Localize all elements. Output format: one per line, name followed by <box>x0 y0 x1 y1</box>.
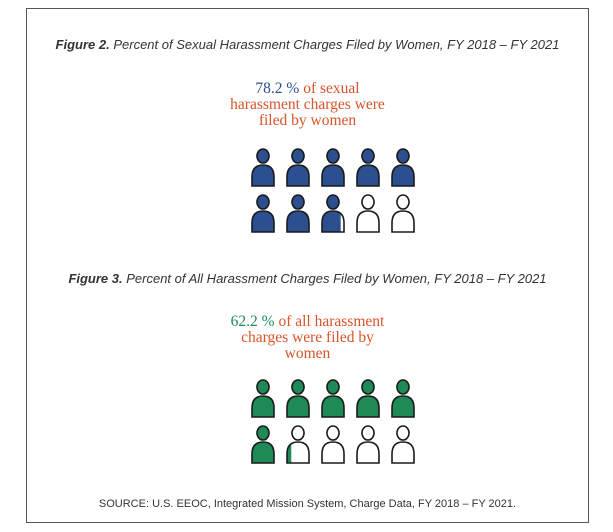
figure-3-caption-line2: charges were filed by <box>241 329 374 346</box>
fig2-person-icon <box>251 194 275 233</box>
figure-3-caption-line1: of all harassment <box>274 313 385 330</box>
fig3-person-icon <box>321 379 345 418</box>
figure-3-caption-line3: women <box>284 345 331 362</box>
figure-2-pictogram <box>251 148 415 233</box>
figure-2-caption-line3: filed by women <box>258 112 357 129</box>
fig2-person-icon <box>321 148 345 187</box>
figure-3-title-text: Percent of All Harassment Charges Filed … <box>122 271 547 286</box>
fig3-person-icon <box>286 379 310 418</box>
fig3-person-icon <box>356 379 380 418</box>
fig3-person-icon <box>321 425 345 464</box>
figure-2-caption: 78.2 % of sexual harassment charges were… <box>27 81 588 129</box>
fig2-person-icon <box>321 194 345 233</box>
fig3-person-icon <box>286 425 310 464</box>
figure-2-caption-line2: harassment charges were <box>230 96 385 113</box>
figure-3-value: 62.2 % <box>230 313 275 330</box>
figure-3-caption: 62.2 % of all harassment charges were fi… <box>27 314 588 362</box>
figure-2-value: 78.2 % <box>255 80 300 97</box>
fig3-person-icon <box>391 425 415 464</box>
figure-3-title: Figure 3. Percent of All Harassment Char… <box>27 271 588 286</box>
source-note: SOURCE: U.S. EEOC, Integrated Mission Sy… <box>98 498 517 510</box>
fig3-person-icon <box>251 425 275 464</box>
fig2-person-icon <box>286 148 310 187</box>
fig3-person-icon <box>356 425 380 464</box>
fig2-person-icon <box>356 148 380 187</box>
figure-frame: Figure 2. Percent of Sexual Harassment C… <box>26 8 589 523</box>
figure-2-title: Figure 2. Percent of Sexual Harassment C… <box>27 37 588 52</box>
fig2-person-icon <box>251 148 275 187</box>
figure-2-title-text: Percent of Sexual Harassment Charges Fil… <box>109 37 560 52</box>
fig2-person-icon <box>356 194 380 233</box>
fig3-person-icon <box>391 379 415 418</box>
figure-3-label: Figure 3. <box>68 271 123 286</box>
figure-3-pictogram <box>251 379 415 464</box>
fig2-person-icon <box>391 194 415 233</box>
figure-2-caption-line1: of sexual <box>299 80 360 97</box>
fig2-person-icon <box>391 148 415 187</box>
fig3-person-icon <box>251 379 275 418</box>
fig2-person-icon <box>286 194 310 233</box>
figure-2-label: Figure 2. <box>55 37 110 52</box>
